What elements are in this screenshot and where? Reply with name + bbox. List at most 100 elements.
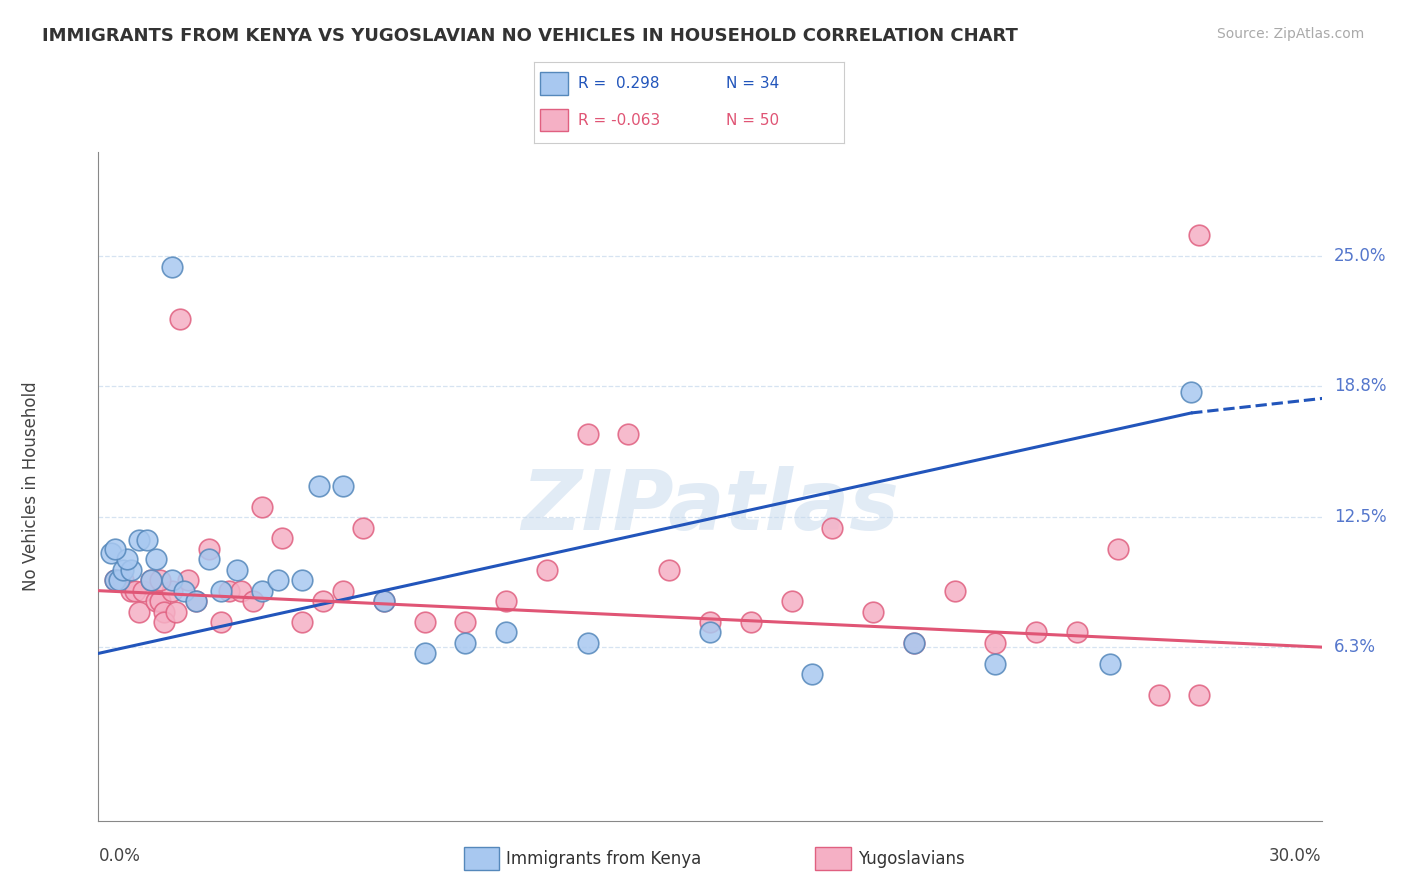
Point bbox=[226, 563, 249, 577]
Point bbox=[231, 583, 253, 598]
Point bbox=[100, 546, 122, 560]
Point bbox=[413, 646, 436, 660]
Text: R =  0.298: R = 0.298 bbox=[578, 76, 659, 91]
Point bbox=[108, 573, 131, 587]
Point bbox=[173, 583, 195, 598]
Text: Immigrants from Kenya: Immigrants from Kenya bbox=[506, 850, 702, 868]
Point bbox=[128, 605, 150, 619]
Point bbox=[312, 594, 335, 608]
Point bbox=[149, 573, 172, 587]
Point bbox=[1188, 228, 1211, 243]
Point bbox=[699, 625, 721, 640]
Point bbox=[576, 636, 599, 650]
Point bbox=[104, 573, 127, 587]
Point bbox=[160, 573, 183, 587]
Point bbox=[1107, 541, 1129, 556]
Point bbox=[169, 312, 191, 326]
Point bbox=[111, 563, 134, 577]
Point bbox=[308, 479, 330, 493]
Point bbox=[984, 657, 1007, 671]
Point bbox=[373, 594, 395, 608]
Text: Yugoslavians: Yugoslavians bbox=[858, 850, 965, 868]
Point bbox=[209, 583, 232, 598]
Point bbox=[165, 605, 187, 619]
Point bbox=[115, 552, 138, 566]
Point bbox=[128, 533, 150, 548]
Point bbox=[120, 563, 142, 577]
Point bbox=[536, 563, 558, 577]
Point bbox=[780, 594, 803, 608]
Point bbox=[197, 552, 219, 566]
Point bbox=[145, 594, 167, 608]
Point bbox=[124, 583, 146, 598]
Point bbox=[658, 563, 681, 577]
Point bbox=[454, 615, 477, 629]
Point bbox=[145, 552, 167, 566]
Point bbox=[250, 583, 273, 598]
Point bbox=[132, 583, 155, 598]
Point bbox=[104, 541, 127, 556]
Text: 6.3%: 6.3% bbox=[1334, 638, 1376, 657]
Point bbox=[862, 605, 884, 619]
Point bbox=[617, 426, 640, 441]
Point bbox=[699, 615, 721, 629]
Point bbox=[160, 583, 183, 598]
Point bbox=[1188, 688, 1211, 702]
Point bbox=[270, 532, 294, 546]
Point bbox=[177, 573, 200, 587]
Point bbox=[197, 541, 219, 556]
Point bbox=[186, 594, 208, 608]
Point bbox=[903, 636, 925, 650]
Text: 30.0%: 30.0% bbox=[1270, 847, 1322, 865]
Point bbox=[801, 667, 824, 681]
Point bbox=[291, 615, 314, 629]
Point bbox=[984, 636, 1007, 650]
Point bbox=[209, 615, 232, 629]
Text: R = -0.063: R = -0.063 bbox=[578, 112, 659, 128]
Point bbox=[1066, 625, 1088, 640]
Point bbox=[250, 500, 273, 514]
Point bbox=[332, 479, 354, 493]
Point bbox=[495, 625, 517, 640]
Point bbox=[332, 583, 354, 598]
Point bbox=[160, 260, 183, 274]
Text: IMMIGRANTS FROM KENYA VS YUGOSLAVIAN NO VEHICLES IN HOUSEHOLD CORRELATION CHART: IMMIGRANTS FROM KENYA VS YUGOSLAVIAN NO … bbox=[42, 27, 1018, 45]
Point bbox=[218, 583, 240, 598]
Point bbox=[267, 573, 290, 587]
Point bbox=[152, 605, 174, 619]
Text: 12.5%: 12.5% bbox=[1334, 508, 1386, 526]
Text: N = 50: N = 50 bbox=[725, 112, 779, 128]
Text: Source: ZipAtlas.com: Source: ZipAtlas.com bbox=[1216, 27, 1364, 41]
Point bbox=[1147, 688, 1170, 702]
Text: N = 34: N = 34 bbox=[725, 76, 779, 91]
Point bbox=[152, 615, 174, 629]
Point bbox=[373, 594, 395, 608]
Point bbox=[242, 594, 264, 608]
Text: ZIPatlas: ZIPatlas bbox=[522, 466, 898, 547]
Point bbox=[141, 573, 163, 587]
Point bbox=[454, 636, 477, 650]
Point bbox=[352, 521, 374, 535]
Point bbox=[413, 615, 436, 629]
Point bbox=[111, 573, 134, 587]
Point bbox=[821, 521, 844, 535]
Point bbox=[576, 426, 599, 441]
Point bbox=[495, 594, 517, 608]
Point bbox=[291, 573, 314, 587]
Point bbox=[136, 533, 159, 548]
FancyBboxPatch shape bbox=[540, 109, 568, 131]
Point bbox=[903, 636, 925, 650]
Point bbox=[943, 583, 966, 598]
Text: 0.0%: 0.0% bbox=[98, 847, 141, 865]
Point bbox=[1180, 385, 1202, 400]
Text: 25.0%: 25.0% bbox=[1334, 247, 1386, 265]
FancyBboxPatch shape bbox=[540, 72, 568, 95]
Point bbox=[1098, 657, 1121, 671]
Point bbox=[149, 594, 172, 608]
Point bbox=[1025, 625, 1047, 640]
Point bbox=[104, 573, 127, 587]
Point bbox=[120, 583, 142, 598]
Point bbox=[141, 573, 163, 587]
Text: No Vehicles in Household: No Vehicles in Household bbox=[22, 381, 41, 591]
Point bbox=[186, 594, 208, 608]
